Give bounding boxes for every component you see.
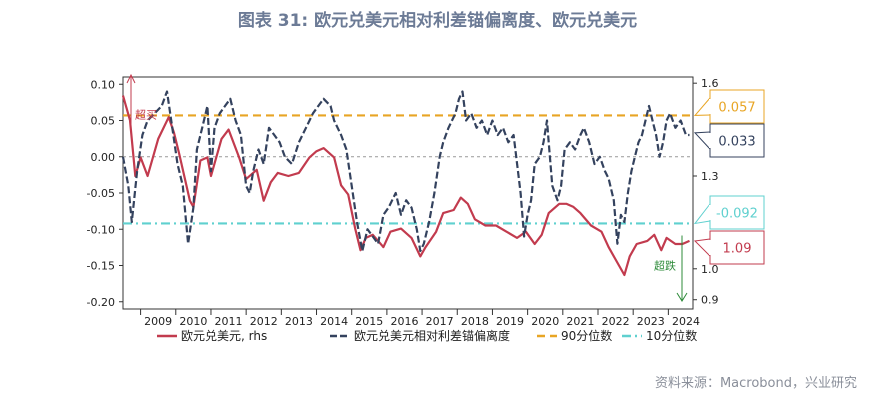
x-tick-label: 2014 <box>320 315 348 328</box>
x-tick-label: 2023 <box>637 315 665 328</box>
legend-label: 90分位数 <box>561 328 612 343</box>
callout-joint <box>709 240 712 255</box>
y-right-tick-label: 1.3 <box>701 170 719 183</box>
legend-label: 10分位数 <box>646 328 697 343</box>
callout-pointer <box>693 97 711 116</box>
legend-label: 欧元兑美元, rhs <box>181 329 267 343</box>
x-tick-label: 2019 <box>496 315 524 328</box>
callout-joint <box>709 99 712 114</box>
x-tick-label: 2011 <box>215 315 243 328</box>
oversold-label: 超跌 <box>654 259 676 273</box>
callout-pointer <box>693 131 711 150</box>
x-tick-label: 2022 <box>602 315 630 328</box>
callout-value: -0.092 <box>716 207 758 222</box>
value-callouts: 0.057 0.033 -0.092 1.09 <box>693 89 765 265</box>
callout-pointer <box>693 203 711 225</box>
chart-legend: 欧元兑美元, rhs 欧元兑美元相对利差锚偏离度 90分位数 10分位数 <box>157 328 697 343</box>
x-tick-label: 2010 <box>179 315 207 328</box>
callout-value: 0.033 <box>718 135 755 150</box>
x-tick-label: 2024 <box>672 315 700 328</box>
overbought-label: 超买 <box>135 107 157 121</box>
callout-value: 0.057 <box>718 101 755 116</box>
callout-box <box>709 123 765 158</box>
x-tick-label: 2016 <box>390 315 418 328</box>
x-tick-label: 2009 <box>144 315 172 328</box>
chart-title: 图表 31: 欧元兑美元相对利差锚偏离度、欧元兑美元 <box>237 11 638 31</box>
callout-pointer <box>693 238 711 257</box>
x-tick-label: 2012 <box>250 315 278 328</box>
overbought-arrow-head <box>126 73 136 84</box>
y-left-tick-label: -0.20 <box>87 296 115 309</box>
series-line-deviation <box>121 90 690 253</box>
x-tick-label: 2013 <box>285 315 313 328</box>
series-line-eurusd <box>121 95 690 277</box>
chart-axes: 0.10 0.05 0.00 -0.05 -0.10 -0.15 -0.20 1.6 1.3 1.… <box>87 76 719 328</box>
x-tick-label: 2015 <box>355 315 383 328</box>
callout-joint <box>709 205 712 220</box>
source-note: 资料来源：Macrobond，兴业研究 <box>654 376 857 391</box>
y-left-tick-label: -0.15 <box>87 260 115 273</box>
oversold-arrow-head <box>676 292 688 302</box>
x-tick-label: 2018 <box>461 315 489 328</box>
x-tick-label: 2020 <box>531 315 559 328</box>
y-left-tick-label: 0.00 <box>91 151 116 164</box>
callout-box <box>709 195 765 230</box>
series-layer <box>121 90 690 277</box>
y-left-tick-label: -0.10 <box>87 223 115 236</box>
x-tick-label: 2017 <box>426 315 454 328</box>
callout-value: 1.09 <box>723 242 752 257</box>
callout-box <box>709 230 765 265</box>
y-right-tick-label: 1.6 <box>701 77 719 90</box>
y-left-tick-label: 0.10 <box>91 78 116 91</box>
y-left-tick-label: -0.05 <box>87 187 115 200</box>
reference-lines <box>123 114 693 225</box>
y-left-tick-label: 0.05 <box>91 115 116 128</box>
x-tick-label: 2021 <box>566 315 594 328</box>
y-right-tick-label: 1.0 <box>701 263 719 276</box>
callout-box <box>709 89 765 124</box>
callout-joint <box>709 133 712 148</box>
legend-label: 欧元兑美元相对利差锚偏离度 <box>354 328 510 343</box>
y-right-tick-label: 0.9 <box>701 294 719 307</box>
